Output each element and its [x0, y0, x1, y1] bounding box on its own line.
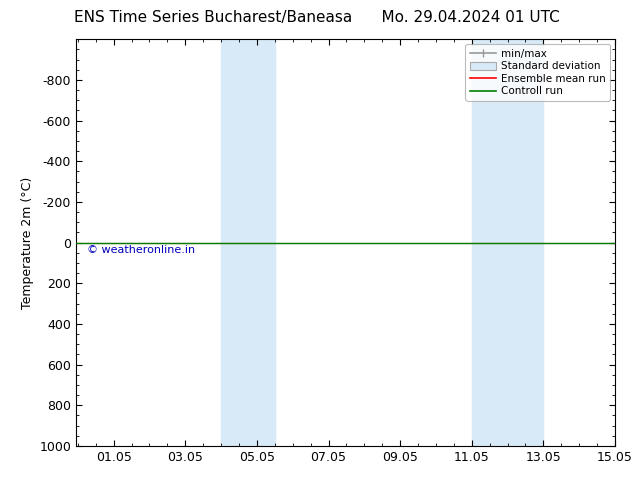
Text: © weatheronline.in: © weatheronline.in	[87, 245, 195, 255]
Text: ENS Time Series Bucharest/Baneasa      Mo. 29.04.2024 01 UTC: ENS Time Series Bucharest/Baneasa Mo. 29…	[74, 10, 560, 25]
Y-axis label: Temperature 2m (°C): Temperature 2m (°C)	[21, 176, 34, 309]
Bar	[472, 39, 489, 446]
Bar	[221, 39, 239, 446]
Bar	[239, 39, 275, 446]
Bar	[489, 39, 543, 446]
Legend: min/max, Standard deviation, Ensemble mean run, Controll run: min/max, Standard deviation, Ensemble me…	[465, 45, 610, 100]
